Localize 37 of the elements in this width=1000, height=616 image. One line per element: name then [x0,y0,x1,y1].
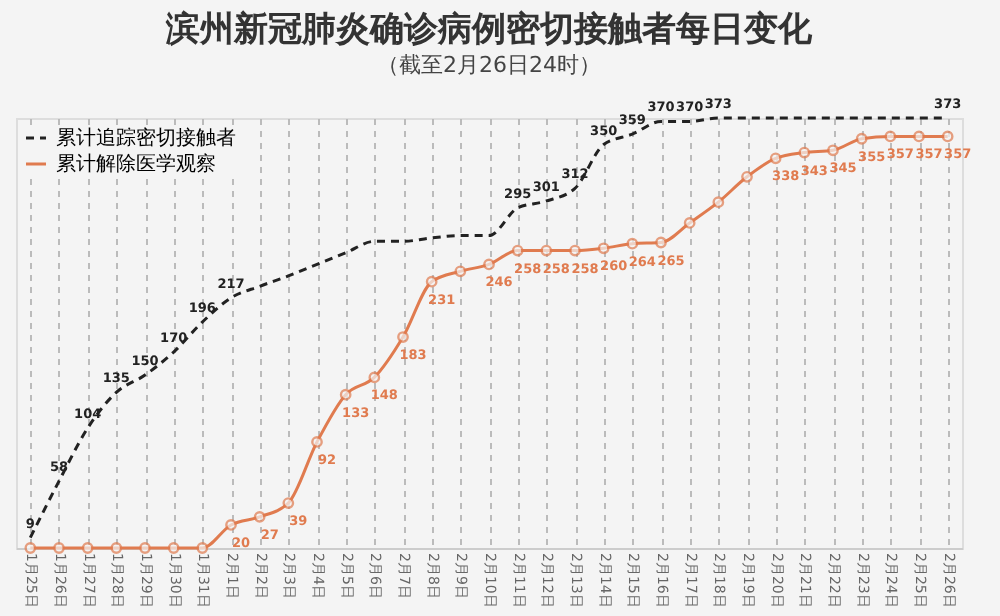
point [425,275,438,288]
legend-label: 累计追踪密切接触者 [56,126,236,150]
point [53,542,65,554]
point [454,265,467,278]
point [712,196,725,209]
point [225,519,237,531]
point [597,242,610,255]
point [884,130,897,143]
point [167,542,180,554]
point [569,244,581,257]
point [769,152,782,165]
chart-subtitle: （截至2月26日24时） [377,52,601,78]
point [855,132,868,145]
point [253,510,266,523]
point [511,244,524,257]
point [397,331,409,343]
point [282,497,295,509]
point [110,542,123,554]
point [196,542,209,554]
point [913,130,925,143]
point [139,542,151,554]
point [741,170,753,183]
point [311,436,323,448]
point [941,130,954,143]
point [540,244,553,257]
point [339,388,352,401]
chart-title: 滨州新冠肺炎确诊病例密切接触者每日变化 [164,10,814,50]
point [798,146,811,159]
point [81,542,94,554]
point [483,258,495,271]
point [655,236,667,249]
point [24,542,37,554]
point [683,217,696,229]
point [368,371,381,384]
point [626,237,639,250]
legend-label: 累计解除医学观察 [56,152,216,176]
point [827,144,839,157]
